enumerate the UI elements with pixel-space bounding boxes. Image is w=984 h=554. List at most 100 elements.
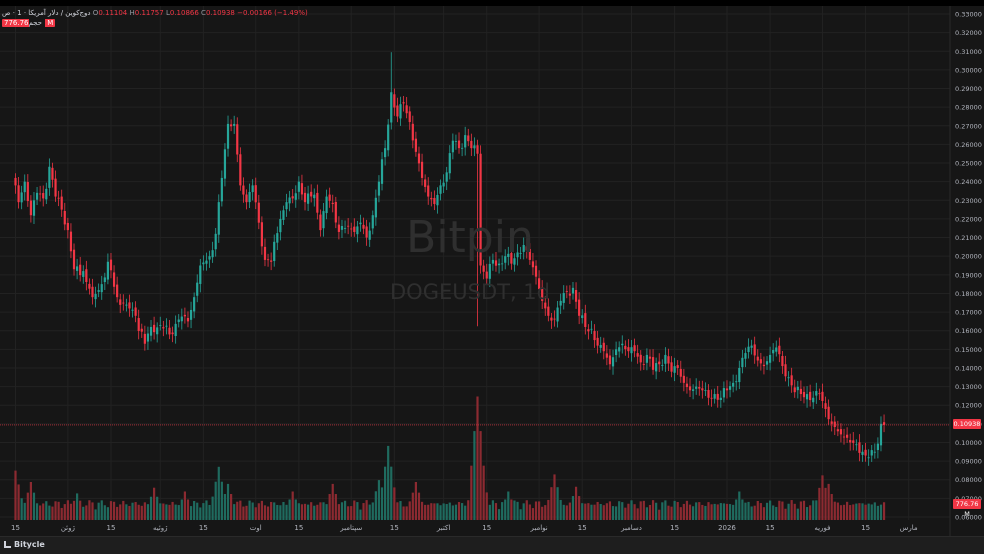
candle-body[interactable]: [516, 252, 519, 258]
candle-body[interactable]: [186, 317, 190, 322]
candle-body[interactable]: [695, 386, 698, 389]
candle-body[interactable]: [199, 265, 202, 284]
candle-body[interactable]: [528, 249, 531, 260]
candle-body[interactable]: [220, 177, 223, 202]
candle-body[interactable]: [593, 331, 596, 341]
candle-body[interactable]: [420, 161, 424, 178]
candle-body[interactable]: [584, 313, 587, 327]
candle-body[interactable]: [846, 434, 849, 438]
candle-body[interactable]: [32, 200, 36, 216]
candle-body[interactable]: [393, 94, 396, 108]
candle-body[interactable]: [870, 450, 873, 456]
candle-body[interactable]: [85, 269, 88, 283]
candle-body[interactable]: [676, 365, 679, 368]
candle-body[interactable]: [156, 327, 159, 335]
candle-body[interactable]: [470, 140, 473, 149]
candle-body[interactable]: [214, 233, 217, 250]
candle-body[interactable]: [88, 283, 91, 289]
candle-body[interactable]: [307, 193, 310, 204]
candle-body[interactable]: [772, 350, 775, 354]
candle-body[interactable]: [48, 166, 51, 188]
candle-body[interactable]: [54, 178, 57, 197]
candle-body[interactable]: [762, 364, 766, 367]
candle-body[interactable]: [602, 342, 605, 352]
candle-body[interactable]: [146, 333, 150, 342]
candle-body[interactable]: [174, 323, 177, 337]
candle-body[interactable]: [608, 355, 612, 365]
candle-body[interactable]: [827, 406, 830, 420]
candle-body[interactable]: [291, 196, 294, 199]
candle-body[interactable]: [353, 226, 356, 232]
candle-body[interactable]: [787, 377, 790, 379]
candle-body[interactable]: [106, 261, 109, 280]
candle-body[interactable]: [624, 345, 627, 350]
candle-body[interactable]: [445, 172, 448, 182]
candle-body[interactable]: [270, 260, 273, 262]
candle-body[interactable]: [454, 141, 458, 143]
y-axis-panel[interactable]: [950, 6, 984, 536]
candle-body[interactable]: [162, 327, 165, 329]
candle-body[interactable]: [109, 259, 113, 271]
candle-body[interactable]: [436, 194, 439, 206]
candle-body[interactable]: [482, 265, 485, 272]
candle-body[interactable]: [581, 315, 584, 318]
candle-body[interactable]: [479, 153, 482, 266]
candle-body[interactable]: [374, 197, 377, 218]
candle-body[interactable]: [670, 362, 673, 372]
candle-body[interactable]: [282, 210, 285, 220]
candle-body[interactable]: [812, 397, 815, 403]
candle-body[interactable]: [82, 271, 85, 277]
candle-body[interactable]: [365, 226, 368, 238]
candle-body[interactable]: [180, 316, 183, 322]
candle-body[interactable]: [303, 192, 307, 203]
candle-body[interactable]: [599, 344, 602, 348]
candle-body[interactable]: [100, 284, 103, 293]
candle-body[interactable]: [830, 421, 833, 424]
candle-body[interactable]: [636, 353, 639, 357]
candle-body[interactable]: [371, 215, 374, 229]
candle-body[interactable]: [704, 390, 707, 391]
candle-body[interactable]: [331, 202, 334, 205]
candle-body[interactable]: [550, 317, 553, 321]
candle-body[interactable]: [821, 391, 824, 401]
candle-body[interactable]: [627, 347, 630, 352]
candle-body[interactable]: [377, 181, 381, 196]
candle-body[interactable]: [257, 202, 260, 223]
candle-body[interactable]: [137, 318, 140, 331]
candle-body[interactable]: [488, 263, 491, 279]
candle-body[interactable]: [125, 304, 128, 306]
candle-body[interactable]: [756, 356, 759, 361]
candle-body[interactable]: [839, 429, 843, 435]
candle-body[interactable]: [461, 147, 464, 149]
candle-body[interactable]: [39, 193, 42, 195]
candle-body[interactable]: [815, 391, 818, 396]
brand-logo[interactable]: Bitycle: [4, 540, 45, 549]
candle-body[interactable]: [775, 347, 778, 352]
candle-body[interactable]: [494, 260, 498, 266]
candle-body[interactable]: [143, 333, 146, 344]
candle-body[interactable]: [611, 357, 615, 367]
candle-body[interactable]: [35, 192, 39, 200]
candle-body[interactable]: [14, 177, 17, 186]
candle-body[interactable]: [399, 104, 402, 119]
candle-body[interactable]: [149, 326, 153, 336]
candle-body[interactable]: [119, 299, 122, 305]
candle-body[interactable]: [596, 337, 599, 346]
candle-body[interactable]: [882, 422, 886, 425]
candle-body[interactable]: [568, 293, 571, 296]
candle-body[interactable]: [765, 361, 769, 365]
candle-body[interactable]: [390, 92, 393, 123]
candle-body[interactable]: [76, 266, 79, 271]
candle-body[interactable]: [833, 421, 836, 427]
candle-body[interactable]: [522, 245, 525, 252]
candle-body[interactable]: [553, 318, 556, 320]
candle-body[interactable]: [658, 361, 661, 365]
candle-body[interactable]: [168, 327, 171, 335]
candle-body[interactable]: [701, 388, 704, 391]
candle-body[interactable]: [685, 383, 689, 388]
candle-body[interactable]: [735, 381, 738, 383]
candle-body[interactable]: [189, 309, 193, 320]
candle-body[interactable]: [300, 183, 304, 195]
candle-body[interactable]: [501, 263, 504, 265]
